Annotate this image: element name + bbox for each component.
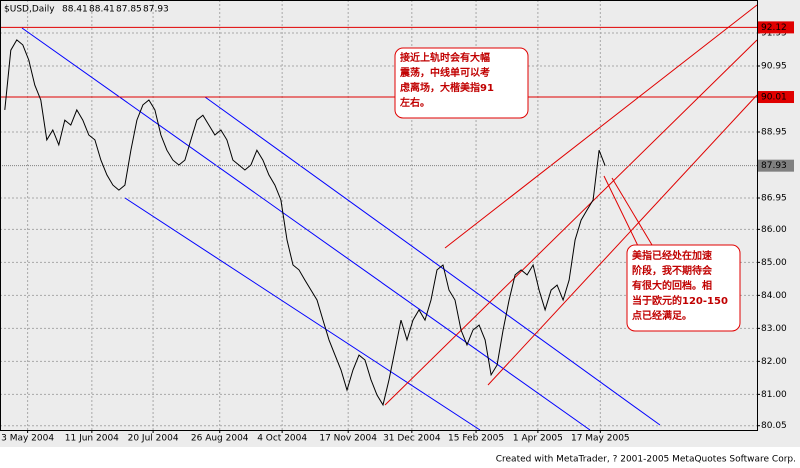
channel-line — [21, 27, 591, 431]
level-label: 90.01 — [761, 93, 787, 103]
plot — [0, 26, 757, 407]
ohlc-value: 87.93 — [143, 5, 169, 15]
y-tick-label: 82.00 — [761, 357, 787, 367]
x-tick-label: 1 Apr 2005 — [513, 434, 563, 444]
x-tick-label: 26 Aug 2004 — [191, 434, 249, 444]
x-tick-label: 3 May 2004 — [1, 434, 54, 444]
x-tick-label: 4 Oct 2004 — [257, 434, 307, 444]
footer: Created with MetaTrader, ? 2001-2005 Met… — [496, 455, 796, 465]
pointer-line — [611, 177, 656, 251]
y-tick-label: 81.00 — [761, 390, 787, 400]
channel-line — [204, 96, 661, 426]
y-tick-label: 86.95 — [761, 194, 787, 204]
level-label-box — [758, 21, 794, 34]
channel-line — [444, 4, 758, 249]
annotation-text: 当于欧元的120-150 — [632, 294, 728, 307]
y-tick-label: 85.00 — [761, 258, 787, 268]
price-line — [4, 39, 606, 407]
pointer-line — [603, 175, 641, 251]
annotation-text: 左右。 — [399, 96, 430, 109]
annotation-text: 有很大的回档。相 — [632, 279, 712, 292]
ohlc-value: 88.41 — [62, 5, 88, 15]
plot-frame — [0, 0, 758, 431]
y-tick-label: 83.00 — [761, 324, 787, 334]
ohlc-value: 87.85 — [116, 5, 142, 15]
channel-line — [124, 197, 481, 431]
annotation-box — [394, 47, 529, 119]
x-tick-label: 11 Jun 2004 — [65, 434, 119, 444]
annotation-text: 点已经满足。 — [632, 309, 692, 322]
chart-title: $USD,Daily — [4, 5, 55, 15]
channels — [21, 4, 758, 431]
annotation-box — [626, 244, 741, 332]
channel-line — [487, 94, 758, 386]
annotation-text: 震荡，中线单可以考 — [400, 66, 490, 79]
x-tick-label: 17 May 2005 — [571, 434, 630, 444]
x-tick-label: 20 Jul 2004 — [128, 434, 179, 444]
level-label: 87.93 — [761, 161, 787, 171]
y-tick-label: 90.95 — [761, 62, 787, 72]
level-label-box — [758, 159, 794, 172]
level-label: 92.12 — [761, 23, 787, 33]
x-tick-label: 31 Dec 2004 — [383, 434, 441, 444]
annotation-text: 虑离场，大楷美指91 — [400, 81, 494, 94]
y-tick-label: 88.95 — [761, 128, 787, 138]
annotation-text: 美指已经处在加速 — [632, 249, 712, 262]
ohlc-value: 88.41 — [89, 5, 115, 15]
level-label-box — [758, 91, 794, 104]
y-tick-label: 91.95 — [761, 29, 787, 39]
x-tick-label: 15 Feb 2005 — [448, 434, 504, 444]
y-tick-label: 86.00 — [761, 225, 787, 235]
annotation-text: 阶段，我不期待会 — [632, 264, 712, 277]
annotation-text: 接近上轨时会有大幅 — [400, 51, 490, 64]
channel-line — [384, 39, 758, 406]
x-tick-label: 17 Nov 2004 — [319, 434, 377, 444]
y-tick-label: 84.00 — [761, 291, 787, 301]
y-tick-label: 80.05 — [761, 421, 787, 431]
